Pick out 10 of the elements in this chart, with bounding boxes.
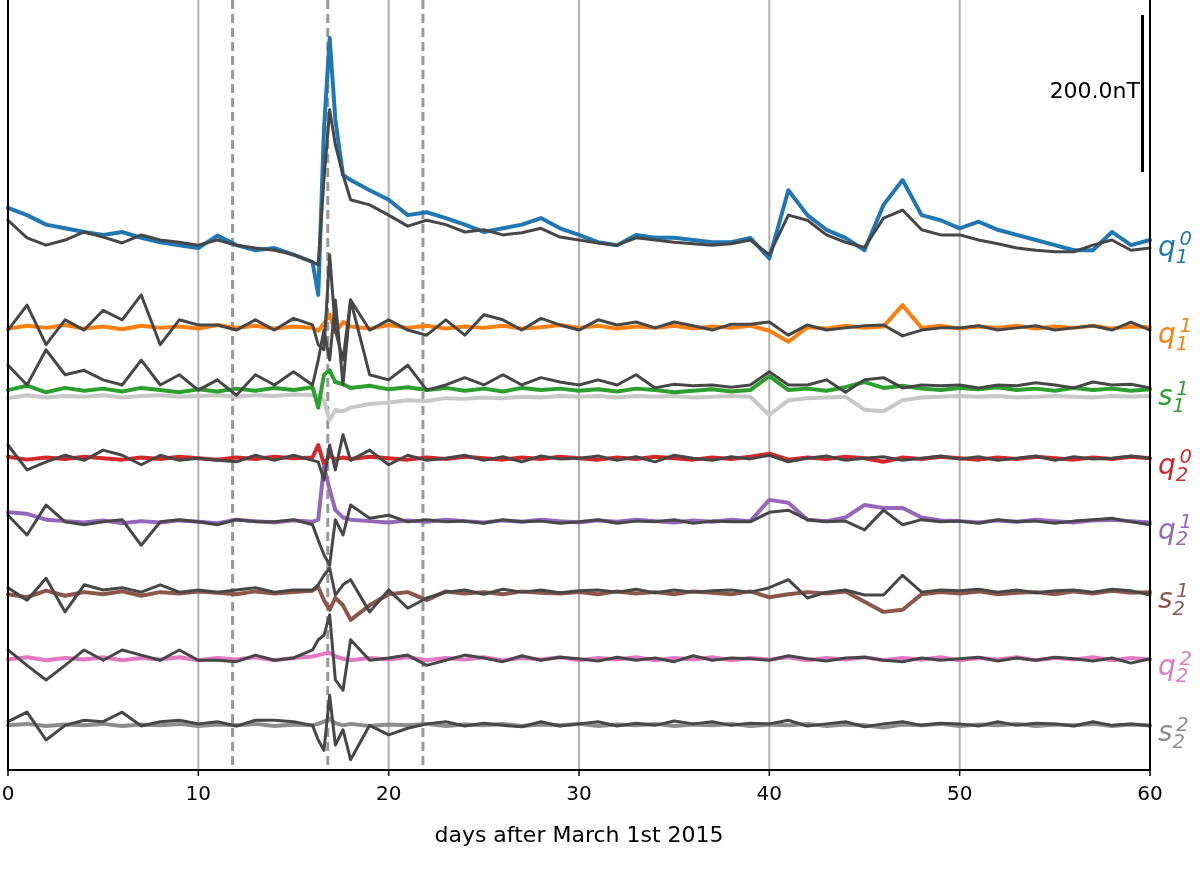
x-tick-label: 20 xyxy=(375,781,402,805)
x-axis-title: days after March 1st 2015 xyxy=(434,822,724,847)
scale-key: 200.0nT xyxy=(1049,15,1144,172)
x-tick-label: 30 xyxy=(566,781,592,805)
x-tick-label: 40 xyxy=(756,781,783,805)
annotation: 200.0nT xyxy=(1049,78,1141,103)
x-tick-label: 0 xyxy=(1,781,15,805)
x-tick-label: 10 xyxy=(185,781,212,805)
x-tick-label: 50 xyxy=(946,781,973,805)
x-tick-label: 60 xyxy=(1137,781,1163,805)
